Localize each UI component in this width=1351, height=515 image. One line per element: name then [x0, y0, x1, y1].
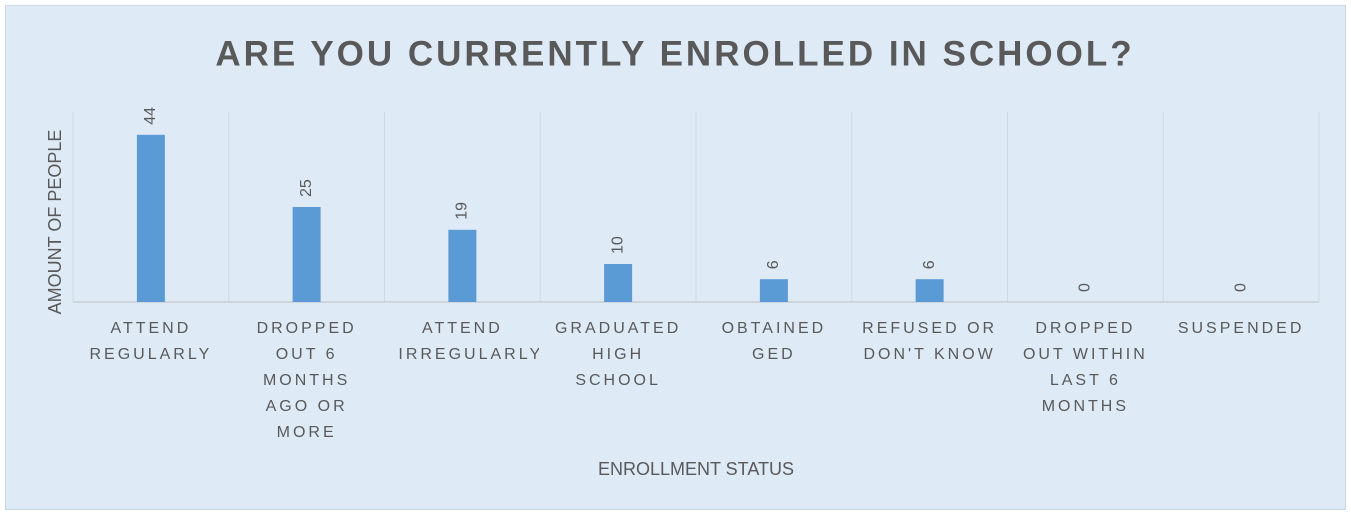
data-label: 44 — [142, 107, 159, 125]
bar — [292, 207, 321, 302]
bar — [136, 134, 165, 302]
x-tick-label: SUSPENDED — [1177, 320, 1305, 337]
x-tick-label-box: ATTEND IRREGULARLY — [398, 320, 540, 363]
data-label: 6 — [765, 260, 782, 269]
data-label: 6 — [921, 260, 938, 269]
x-tick-label: ATTEND IRREGULARLY — [398, 320, 540, 363]
data-label: 19 — [454, 202, 471, 220]
bar — [915, 279, 944, 302]
data-label: 10 — [609, 236, 626, 254]
y-axis-title: AMOUNT OF PEOPLE — [45, 130, 65, 315]
x-tick-label: ATTEND REGULARLY — [89, 320, 213, 363]
bar — [604, 264, 633, 302]
bar — [448, 229, 477, 302]
x-tick-label-box: DROPPED OUT WITHIN LAST 6 MONTHS — [1022, 320, 1148, 415]
x-tick-label-box: ATTEND REGULARLY — [89, 320, 213, 363]
data-label: 25 — [298, 179, 315, 197]
x-tick-label-box: REFUSED OR DON'T KNOW — [862, 320, 998, 363]
x-tick-label-box: OBTAINED GED — [721, 320, 827, 363]
x-tick-label: REFUSED OR DON'T KNOW — [862, 320, 998, 363]
x-tick-label: DROPPED OUT 6 MONTHS AGO OR MORE — [256, 320, 357, 441]
data-label: 0 — [1232, 283, 1249, 292]
x-tick-label: GRADUATED HIGH SCHOOL — [554, 320, 682, 389]
x-tick-label-box: DROPPED OUT 6 MONTHS AGO OR MORE — [256, 320, 357, 441]
x-tick-label: OBTAINED GED — [721, 320, 827, 363]
x-tick-label-box: GRADUATED HIGH SCHOOL — [554, 320, 682, 389]
chart-title: ARE YOU CURRENTLY ENROLLED IN SCHOOL? — [215, 34, 1134, 73]
x-axis-title: ENROLLMENT STATUS — [598, 459, 794, 479]
bar — [759, 279, 788, 302]
x-tick-label: DROPPED OUT WITHIN LAST 6 MONTHS — [1022, 320, 1148, 415]
x-tick-label-box: SUSPENDED — [1177, 320, 1305, 337]
data-label: 0 — [1077, 283, 1094, 292]
